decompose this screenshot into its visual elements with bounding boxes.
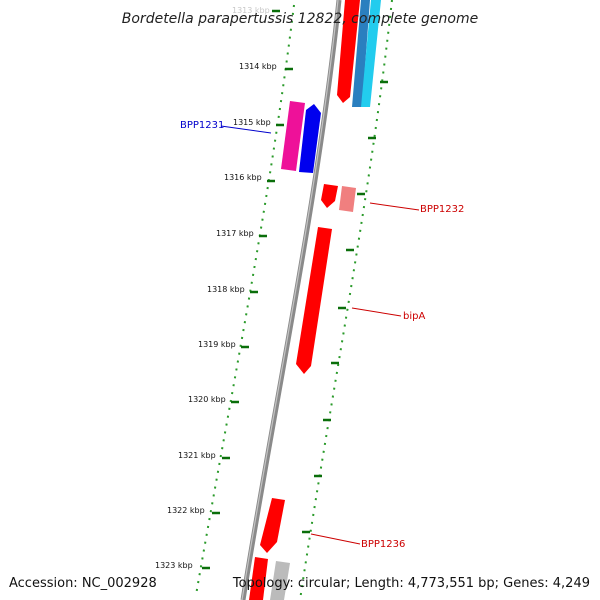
ruler-label: 1320 kbp	[188, 395, 226, 404]
ruler-label: 1313 kbp	[232, 6, 270, 15]
gene-feature[interactable]	[361, 0, 381, 107]
gene-feature[interactable]	[321, 184, 338, 208]
genome-backbone	[240, 0, 342, 600]
ruler-label: 1321 kbp	[178, 451, 216, 460]
gene-feature[interactable]	[352, 0, 370, 107]
gene-feature[interactable]	[337, 0, 360, 103]
gene-feature[interactable]	[270, 561, 290, 600]
gene-feature[interactable]	[260, 498, 285, 553]
gene-leader-line	[310, 533, 361, 545]
gene-feature[interactable]	[249, 557, 268, 600]
ruler-ticks-inner	[202, 9, 293, 570]
genome-backbone-highlight	[241, 0, 339, 600]
gene-feature[interactable]	[299, 104, 321, 173]
gene-leader-line	[220, 125, 272, 134]
ruler-label: 1322 kbp	[167, 506, 205, 515]
gene-label-bpp1232[interactable]: BPP1232	[420, 204, 464, 215]
accession-label: Accession: NC_002928	[9, 576, 157, 591]
gene-leader-line	[351, 307, 402, 317]
gene-feature[interactable]	[281, 101, 305, 171]
ruler-label: 1319 kbp	[198, 340, 236, 349]
ruler-label: 1315 kbp	[233, 118, 271, 127]
gene-feature[interactable]	[339, 186, 356, 212]
map-title: Bordetella parapertussis 12822, complete…	[122, 11, 478, 27]
gene-leader-line	[369, 202, 420, 211]
ruler-label: 1318 kbp	[207, 285, 245, 294]
gene-feature[interactable]	[296, 227, 332, 374]
ruler-label: 1316 kbp	[224, 173, 262, 182]
topology-summary: Topology: circular; Length: 4,773,551 bp…	[232, 576, 590, 591]
gene-label-bpp1231[interactable]: BPP1231	[180, 120, 224, 131]
ruler-label: 1317 kbp	[216, 229, 254, 238]
gene-label-bpp1236[interactable]: BPP1236	[361, 539, 405, 550]
ruler-ticks-outer	[302, 80, 388, 534]
ruler-label: 1314 kbp	[239, 62, 277, 71]
ruler-label: 1323 kbp	[155, 561, 193, 570]
gene-label-bipa[interactable]: bipA	[403, 311, 425, 322]
